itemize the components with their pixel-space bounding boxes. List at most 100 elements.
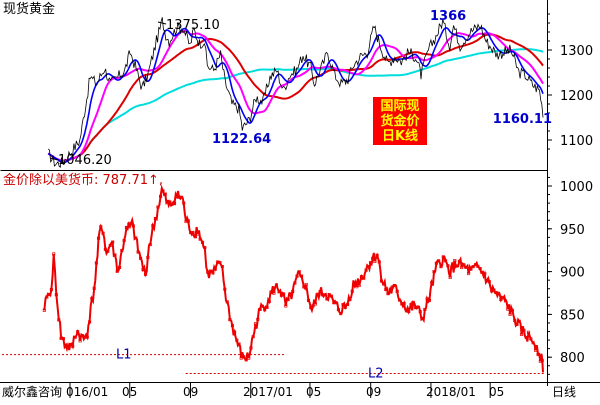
- ratio-point: [336, 308, 340, 312]
- ratio-point: [434, 261, 438, 265]
- ratio-point: [501, 296, 505, 300]
- ratio-point: [427, 298, 431, 302]
- ratio-point: [487, 280, 491, 284]
- ratio-point: [94, 261, 98, 265]
- ratio-point: [54, 293, 58, 297]
- ratio-point: [416, 305, 420, 309]
- ratio-point: [409, 303, 413, 307]
- ma-cyan-line: [47, 48, 544, 162]
- ratio-point: [471, 265, 475, 269]
- ratio-point: [103, 247, 107, 251]
- ratio-point: [286, 297, 290, 302]
- ratio-point: [538, 359, 542, 363]
- ratio-point: [411, 300, 415, 304]
- ratio-point: [159, 194, 163, 198]
- ratio-point: [218, 261, 222, 265]
- ratio-point: [517, 319, 521, 323]
- ratio-point: [223, 287, 227, 291]
- x-label-2016-09: 09: [183, 385, 198, 399]
- ratio-point: [393, 283, 397, 288]
- ratio-point: [291, 289, 295, 294]
- ratio-point: [346, 302, 350, 307]
- x-label-2018-01: 2018/01: [426, 385, 476, 399]
- ratio-point: [267, 299, 271, 304]
- ratio-point: [499, 297, 503, 302]
- ratio-point: [300, 274, 304, 278]
- ratio-point: [455, 264, 459, 268]
- ratio-point: [439, 265, 443, 269]
- ratio-point: [85, 335, 89, 339]
- ratio-point: [384, 287, 388, 292]
- ratio-point: [388, 287, 392, 291]
- ratio-point: [230, 324, 234, 328]
- ratio-point: [432, 270, 436, 274]
- ratio-point: [476, 264, 480, 268]
- annotation-1375-10: 1375.10: [166, 18, 220, 33]
- ratio-point: [265, 305, 269, 309]
- ratio-point: [141, 267, 145, 272]
- ratio-point: [323, 293, 327, 297]
- ratio-point: [368, 261, 373, 265]
- ratio-point: [483, 272, 487, 276]
- ratio-point: [446, 264, 450, 268]
- ratio-point: [256, 317, 260, 321]
- ratio-point: [131, 224, 135, 228]
- ratio-point: [364, 268, 368, 272]
- ratio-point: [101, 231, 105, 235]
- ratio-point: [99, 225, 103, 229]
- ratio-point: [129, 221, 133, 225]
- ratio-point: [464, 265, 468, 269]
- ratio-point: [208, 269, 212, 273]
- ratio-point: [522, 328, 526, 332]
- ratio-point: [407, 309, 411, 314]
- ratio-point: [531, 341, 535, 345]
- ratio-point: [200, 240, 205, 244]
- ratio-point: [420, 316, 425, 320]
- ratio-point: [453, 258, 457, 263]
- ratio-point: [90, 296, 94, 301]
- x-label-brand: 威尔鑫咨询: [2, 384, 62, 399]
- ratio-point: [362, 276, 366, 280]
- legend-box: 国际现 货金价 日K线: [373, 97, 427, 145]
- ratio-point: [540, 358, 544, 363]
- ratio-point: [115, 269, 119, 273]
- ratio-point: [306, 298, 311, 302]
- top-y-tick-label: 1200: [560, 89, 593, 104]
- ratio-point: [73, 335, 77, 339]
- support-line-label-l1: L1: [116, 348, 132, 363]
- ratio-series-group: [42, 184, 544, 373]
- ratio-point: [168, 200, 172, 204]
- ratio-point: [288, 292, 292, 296]
- ratio-point: [253, 322, 258, 326]
- top-y-tick-label: 1100: [560, 134, 593, 149]
- x-label-2017-05: 05: [306, 385, 321, 399]
- ratio-point: [186, 219, 190, 223]
- ratio-point: [196, 232, 200, 236]
- support-lines: L1 L2: [2, 348, 545, 381]
- ratio-point: [272, 291, 276, 295]
- ratio-point: [49, 288, 53, 292]
- panel-frames: [0, 0, 600, 386]
- bottom-y-tick-label: 850: [560, 308, 585, 323]
- ratio-point: [515, 322, 519, 326]
- ratio-point: [52, 252, 56, 256]
- ratio-point: [136, 250, 140, 254]
- ratio-point: [153, 216, 157, 221]
- ratio-point: [96, 236, 101, 240]
- ratio-point: [473, 263, 478, 267]
- top-y-axis: 1300 1200 1100: [547, 13, 593, 150]
- ratio-point: [263, 308, 267, 312]
- ratio-point: [78, 339, 82, 343]
- ratio-point: [143, 272, 148, 276]
- ratio-point: [311, 304, 315, 308]
- ratio-point: [450, 262, 455, 266]
- ratio-point: [213, 267, 217, 271]
- legend-line-1: 国际现: [380, 99, 419, 114]
- ratio-point: [526, 330, 531, 334]
- ratio-point: [151, 224, 155, 228]
- ratio-point: [293, 281, 297, 285]
- legend-line-3: 日K线: [382, 128, 418, 144]
- ratio-point: [191, 231, 195, 235]
- ratio-point: [302, 285, 306, 289]
